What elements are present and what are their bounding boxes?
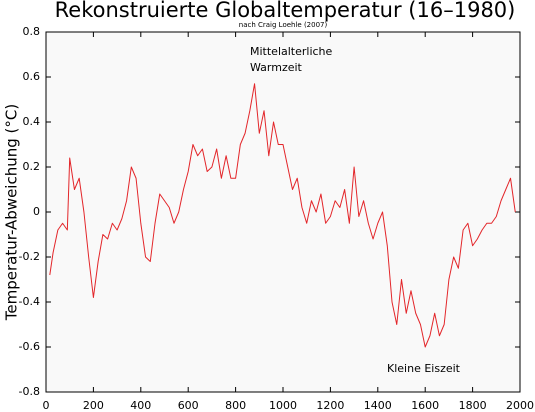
x-tick-label: 400 xyxy=(130,399,151,412)
y-tick-label: -0.8 xyxy=(19,385,40,398)
y-tick-label: 0.8 xyxy=(23,25,41,38)
x-tick-label: 1800 xyxy=(459,399,487,412)
x-tick-label: 600 xyxy=(178,399,199,412)
y-tick-label: 0.2 xyxy=(23,160,41,173)
annotation: Kleine Eiszeit xyxy=(387,362,461,375)
chart-subtitle: nach Craig Loehle (2007) xyxy=(239,21,328,29)
y-tick-label: -0.2 xyxy=(19,250,40,263)
y-tick-label: 0.6 xyxy=(23,70,41,83)
annotation-line: Kleine Eiszeit xyxy=(387,362,461,375)
annotation-line: Mittelalterliche xyxy=(250,45,333,58)
data-line xyxy=(49,83,516,348)
y-tick-label: -0.4 xyxy=(19,295,40,308)
x-tick-label: 200 xyxy=(83,399,104,412)
y-axis-label: Temperatur-Abweichung (°C) xyxy=(3,104,21,321)
annotation: Mittelalterliche Warmzeit xyxy=(250,45,333,74)
x-tick-label: 1000 xyxy=(269,399,297,412)
plot-area xyxy=(46,32,520,392)
annotation-line: Warmzeit xyxy=(250,61,303,74)
x-tick-label: 800 xyxy=(225,399,246,412)
x-tick-label: 0 xyxy=(43,399,50,412)
x-tick-label: 1200 xyxy=(316,399,344,412)
plot-frame xyxy=(45,31,521,393)
x-tick-label: 1400 xyxy=(364,399,392,412)
x-tick-label: 1600 xyxy=(411,399,439,412)
y-tick-label: 0 xyxy=(33,205,40,218)
y-tick-label: -0.6 xyxy=(19,340,40,353)
y-tick-label: 0.4 xyxy=(23,115,41,128)
x-tick-label: 2000 xyxy=(506,399,534,412)
chart-title: Rekonstruierte Globaltemperatur (16–1980… xyxy=(55,0,516,22)
